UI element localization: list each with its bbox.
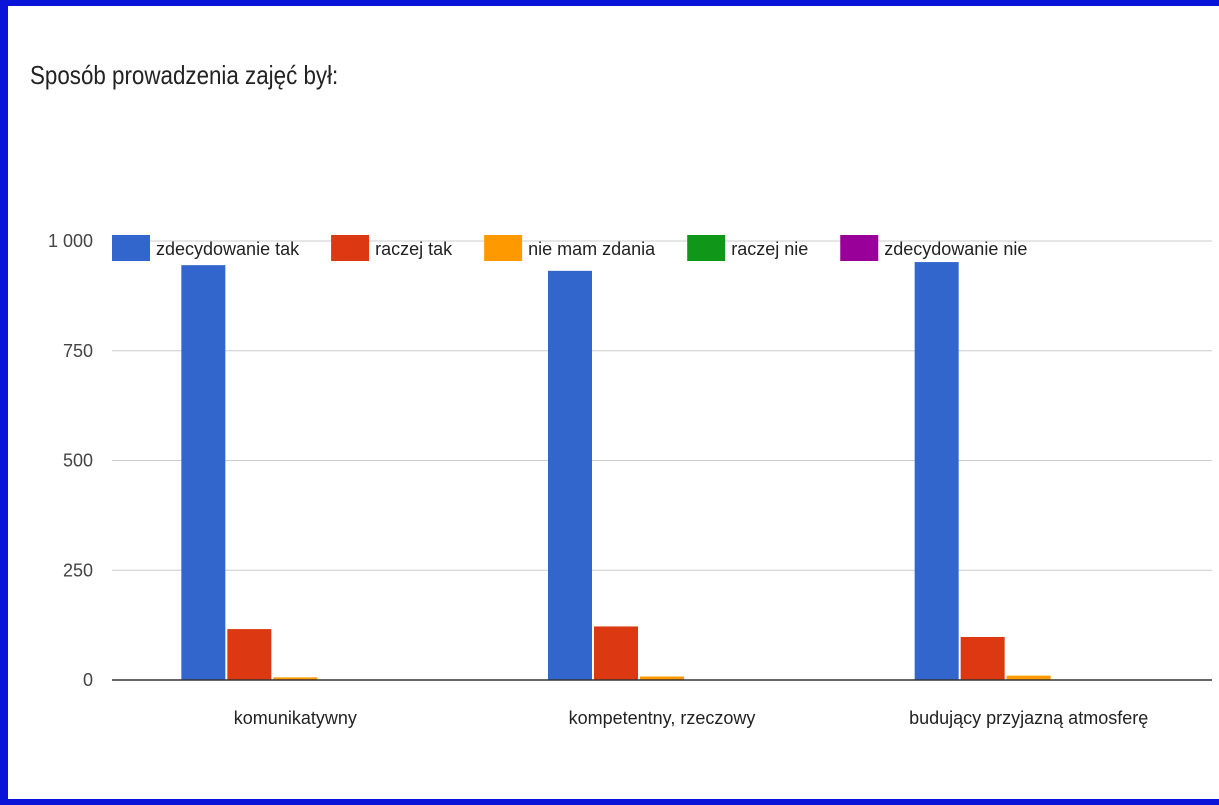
x-category-label: budujący przyjazną atmosferę	[909, 708, 1148, 728]
legend-item[interactable]: zdecydowanie nie	[840, 235, 1027, 261]
legend-swatch	[484, 235, 523, 261]
legend-label: zdecydowanie tak	[156, 239, 300, 259]
legend[interactable]: zdecydowanie tak raczej tak nie mam zdania…	[112, 235, 1027, 261]
bar-2-0	[273, 677, 318, 680]
bar-0-1	[548, 270, 592, 680]
x-category-label: kompetentny, rzeczowy	[569, 708, 756, 728]
bar-1-0	[227, 629, 272, 680]
legend-item[interactable]: zdecydowanie tak	[112, 235, 300, 261]
legend-item[interactable]: raczej tak	[331, 235, 453, 261]
bar-1-1	[594, 626, 638, 680]
bar-2-1	[640, 676, 684, 680]
legend-swatch	[112, 235, 150, 261]
legend-swatch	[840, 235, 879, 261]
chart-title: Sposób prowadzenia zajęć był:	[30, 60, 339, 90]
y-tick-label: 500	[63, 451, 93, 471]
y-tick-label: 750	[63, 341, 93, 361]
legend-label: zdecydowanie nie	[884, 239, 1027, 259]
axes: 0 250 500 750 1 000 komunikatywny kompetentny,…	[48, 231, 1212, 728]
legend-label: nie mam zdania	[528, 239, 656, 259]
x-category-label: komunikatywny	[234, 708, 357, 728]
legend-item[interactable]: nie mam zdania	[484, 235, 656, 261]
y-tick-label: 250	[63, 560, 93, 580]
legend-label: raczej nie	[731, 239, 808, 259]
y-tick-label: 1 000	[48, 231, 93, 251]
gridlines	[112, 240, 1212, 571]
legend-item[interactable]: raczej nie	[687, 235, 808, 261]
bar-2-2	[1006, 675, 1051, 680]
legend-swatch	[687, 235, 726, 261]
bar-0-2	[914, 262, 959, 680]
bar-1-2	[960, 636, 1005, 680]
legend-swatch	[331, 235, 370, 261]
bars	[181, 262, 1097, 680]
bar-0-0	[181, 265, 226, 680]
y-tick-label: 0	[83, 670, 93, 690]
legend-label: raczej tak	[375, 239, 453, 259]
